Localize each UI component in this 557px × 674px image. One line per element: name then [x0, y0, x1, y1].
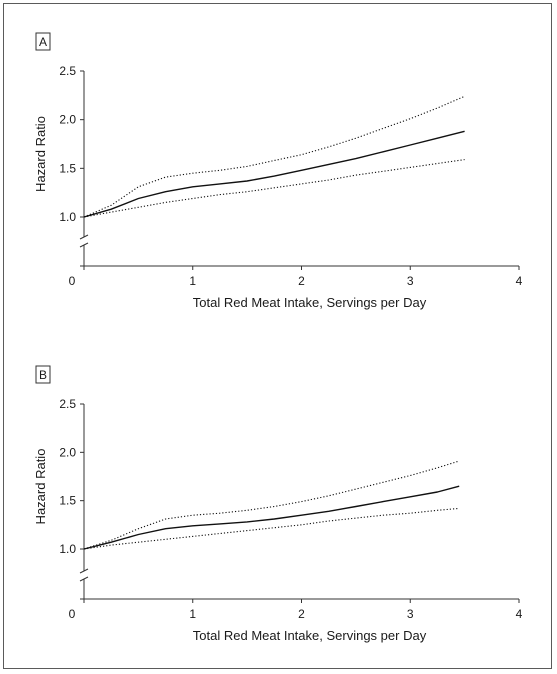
- y-tick-label: 1.5: [59, 494, 76, 508]
- chart-panel-a: A 1.0 1.5 2.0 2.5 0 1 2 3 4 Total Red Meat Intake,…: [33, 32, 523, 310]
- x-tick-label: 3: [407, 607, 414, 621]
- x-tick-label: 2: [298, 274, 305, 288]
- y-tick-label: 1.5: [59, 161, 76, 175]
- x-axis-title: Total Red Meat Intake, Servings per Day: [193, 628, 427, 643]
- axis-break-mark: [79, 576, 89, 582]
- panel-letter-box: [35, 365, 51, 384]
- y-axis-title: Hazard Ratio: [33, 449, 48, 525]
- y-tick-label: 1.0: [59, 542, 76, 556]
- x-axis-title: Total Red Meat Intake, Servings per Day: [193, 295, 427, 310]
- x-tick-label: 3: [407, 274, 414, 288]
- y-tick-label: 1.0: [59, 210, 76, 224]
- x-tick-label: 4: [516, 274, 523, 288]
- x-tick-label: 4: [516, 607, 523, 621]
- confidence-bound-line: [83, 159, 465, 218]
- axis-break-mark: [79, 242, 89, 248]
- axis-break-mark: [79, 568, 89, 574]
- x-tick-label: 1: [189, 607, 196, 621]
- panel-letter: A: [39, 35, 47, 49]
- x-tick-label: 1: [189, 274, 196, 288]
- y-tick-label: 2.5: [59, 64, 76, 78]
- figure-frame: [3, 3, 552, 669]
- x-tick-label: 0: [69, 607, 76, 621]
- confidence-bound-line: [83, 507, 460, 550]
- y-axis-title: Hazard Ratio: [33, 116, 48, 192]
- panel-letter-box: [35, 32, 51, 51]
- y-tick-label: 2.0: [59, 113, 76, 127]
- chart-panel-b: B 1.0 1.5 2.0 2.5 0 1 2 3 4 Total Red Meat Intake,…: [33, 365, 523, 643]
- panel-letter: B: [39, 368, 47, 382]
- x-tick-label: 0: [69, 274, 76, 288]
- y-tick-label: 2.5: [59, 397, 76, 411]
- y-tick-label: 2.0: [59, 445, 76, 459]
- confidence-bound-line: [83, 95, 465, 218]
- hazard-ratio-line: [83, 485, 460, 550]
- hazard-ratio-line: [83, 130, 465, 218]
- confidence-bound-line: [83, 460, 460, 550]
- axis-break-mark: [79, 234, 89, 240]
- x-tick-label: 2: [298, 607, 305, 621]
